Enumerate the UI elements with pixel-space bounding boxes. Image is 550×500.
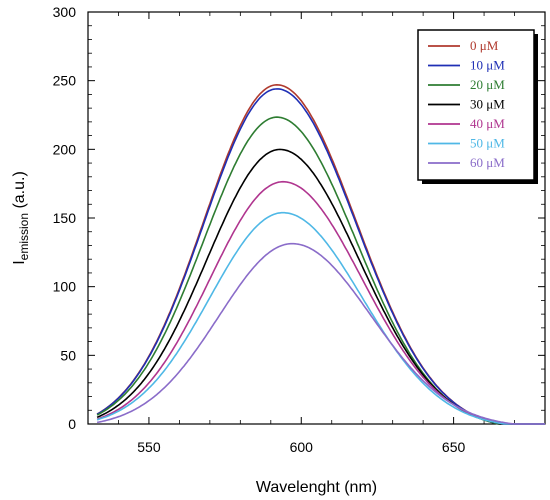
y-tick-label: 150 xyxy=(53,210,77,226)
legend-label-0: 0 μM xyxy=(470,38,499,53)
series-line-3 xyxy=(96,148,545,425)
y-tick-label: 300 xyxy=(53,4,77,20)
x-tick-label: 600 xyxy=(290,439,314,455)
y-axis-title: Iemission (a.u.) xyxy=(11,171,31,265)
y-axis-title-main: I xyxy=(11,260,28,264)
y-axis-title-subscript: emission xyxy=(17,213,31,260)
legend-label-2: 20 μM xyxy=(470,77,505,92)
x-tick-label: 650 xyxy=(442,439,466,455)
legend-label-1: 10 μM xyxy=(470,58,505,73)
axes: 550 600 650 0 50 100 150 200 250 300 Wavelenght (n… xyxy=(11,4,546,496)
y-axis-title-suffix: (a.u.) xyxy=(11,171,28,213)
y-tick-label: 250 xyxy=(53,73,77,89)
series-group xyxy=(96,83,545,425)
y-tick-label: 100 xyxy=(53,279,77,295)
legend-label-5: 50 μM xyxy=(470,136,505,151)
series-line-5 xyxy=(96,211,545,425)
legend-label-6: 60 μM xyxy=(470,155,505,170)
x-axis-title: Wavelenght (nm) xyxy=(256,479,377,496)
series-line-6 xyxy=(96,242,545,425)
y-tick-label: 0 xyxy=(68,416,76,432)
series-line-4 xyxy=(96,180,545,425)
legend-label-3: 30 μM xyxy=(470,97,505,112)
x-tick-label: 550 xyxy=(137,439,161,455)
legend: 0 μM 10 μM 20 μM 30 μM 40 μM 50 μM 60 μM xyxy=(417,29,538,184)
y-tick-label: 200 xyxy=(53,141,77,157)
legend-label-4: 40 μM xyxy=(470,116,505,131)
y-tick-label: 50 xyxy=(60,347,76,363)
